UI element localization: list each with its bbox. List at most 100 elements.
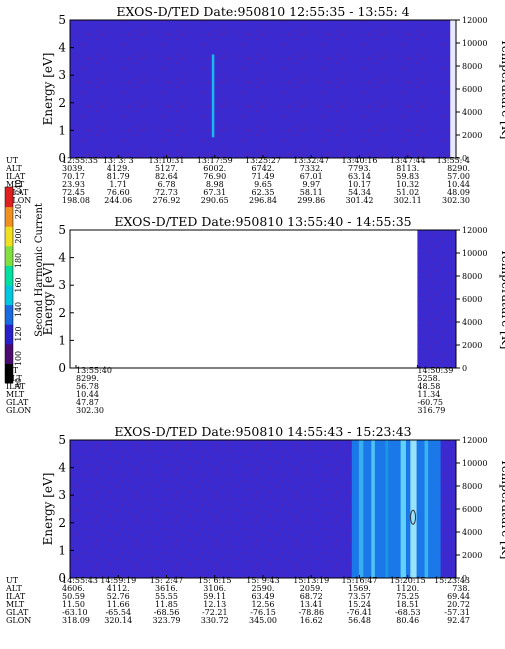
band-stripe (358, 440, 364, 578)
orbit-table-cell: 72.45 (62, 188, 85, 197)
orbit-table-cell: 73.57 (348, 592, 371, 601)
orbit-table-cell: 10.17 (348, 180, 371, 189)
y2-tick-label: 2000 (462, 341, 482, 350)
orbit-table-cell: 81.79 (107, 172, 130, 181)
orbit-table-cell: 296.84 (249, 196, 277, 205)
orbit-table-cell: 14:59:19 (100, 576, 136, 585)
y2-tick-label: 12000 (462, 436, 487, 445)
colorbar-tick-label: 180 (14, 253, 23, 268)
orbit-table-cell: -68.56 (154, 608, 180, 617)
spike-mark (211, 54, 215, 138)
orbit-table-cell: 8113. (396, 164, 419, 173)
y2-tick-label: 12000 (462, 16, 487, 25)
orbit-table-cell: 8.98 (206, 180, 224, 189)
colorbar-segment (5, 363, 13, 384)
band-stripe (400, 440, 406, 578)
orbit-table-cell: 56.48 (348, 616, 371, 625)
orbit-table-cell: 67.31 (203, 188, 226, 197)
y-tick-label: 4 (58, 41, 66, 55)
colorbar-segment (5, 245, 13, 266)
orbit-table-cell: 302.30 (442, 196, 470, 205)
orbit-table-cell: 51.02 (396, 188, 419, 197)
orbit-table-cell: 15:16:47 (342, 576, 378, 585)
panel-1: EXOS-D/TED Date:950810 12:55:35 - 13:55:… (5, 4, 505, 205)
orbit-table-cell: -72.21 (202, 608, 228, 617)
y2-tick-label: 8000 (462, 272, 482, 281)
orbit-table-cell: 76.90 (203, 172, 226, 181)
colorbar-label: Second Harmonic Current (34, 203, 45, 337)
orbit-row-label: GLON (6, 616, 31, 625)
y-tick-label: 1 (58, 543, 66, 557)
orbit-row-label: MLT (6, 390, 25, 399)
orbit-table-cell: 13:32:47 (293, 156, 329, 165)
orbit-table-cell: 15.24 (348, 600, 371, 609)
y2-tick-label: 12000 (462, 226, 487, 235)
orbit-table-cell: 738. (452, 584, 470, 593)
orbit-table-cell: 12.13 (203, 600, 226, 609)
orbit-table-cell: 11.66 (107, 600, 130, 609)
orbit-table-cell: 7793. (348, 164, 371, 173)
orbit-table-cell: 244.06 (104, 196, 132, 205)
orbit-table-cell: 15:23:43 (434, 576, 470, 585)
orbit-table-cell: 10.44 (76, 390, 99, 399)
edge-band (450, 20, 456, 158)
orbit-table-cell: -57.31 (444, 608, 470, 617)
orbit-table-cell: 302.11 (394, 196, 422, 205)
colorbar-segment (5, 285, 13, 306)
colorbar-segment (5, 324, 13, 345)
band-stripe (410, 440, 417, 578)
orbit-table-cell: 13.41 (300, 600, 323, 609)
y2-tick-label: 6000 (462, 295, 482, 304)
y-tick-label: 4 (58, 251, 66, 265)
orbit-row-label: GLAT (6, 188, 29, 197)
orbit-table-cell: 59.83 (396, 172, 419, 181)
band-stripe (385, 440, 389, 578)
y-tick-label: 2 (58, 96, 66, 110)
colorbar-segment (5, 187, 13, 208)
orbit-table-cell: 71.49 (252, 172, 275, 181)
orbit-table-cell: 8299. (76, 374, 99, 383)
orbit-table-cell: 72.73 (155, 188, 178, 197)
y2-tick-label: 0 (462, 154, 467, 163)
orbit-table-cell: -68.53 (395, 608, 421, 617)
orbit-table-cell: 9.97 (302, 180, 320, 189)
y-tick-label: 5 (58, 13, 66, 27)
orbit-row-label: GLON (6, 196, 31, 205)
orbit-table-cell: 69.44 (447, 592, 470, 601)
y-tick-label: 0 (58, 361, 66, 375)
y2-tick-label: 6000 (462, 505, 482, 514)
y-tick-label: 2 (58, 306, 66, 320)
orbit-table-cell: 70.17 (62, 172, 85, 181)
orbit-table-cell: 15: 2:47 (150, 576, 183, 585)
orbit-table-cell: 67.01 (300, 172, 323, 181)
orbit-table-cell: 75.25 (396, 592, 419, 601)
orbit-table-cell: 4129. (107, 164, 130, 173)
orbit-table-cell: 11.85 (155, 600, 178, 609)
colorbar-segment (5, 265, 13, 286)
panel-title: EXOS-D/TED Date:950810 14:55:43 - 15:23:… (114, 424, 411, 439)
orbit-table-cell: -78.86 (298, 608, 324, 617)
orbit-table-cell: 5258. (417, 374, 440, 383)
orbit-table-cell: 55.55 (155, 592, 178, 601)
orbit-table-cell: 76.60 (107, 188, 130, 197)
y-tick-label: 5 (58, 433, 66, 447)
orbit-row-label: ALT (5, 374, 22, 383)
orbit-table-cell: 320.14 (104, 616, 132, 625)
orbit-table-cell: 4112. (107, 584, 130, 593)
orbit-table-cell: 48.09 (447, 188, 470, 197)
colorbar-segment (5, 226, 13, 247)
orbit-table-cell: 301.42 (346, 196, 374, 205)
y-tick-label: 3 (58, 68, 66, 82)
orbit-table-cell: 13: 3: 3 (103, 156, 134, 165)
y-tick-label: 3 (58, 278, 66, 292)
orbit-table-cell: 4606. (62, 584, 85, 593)
orbit-table-cell: 12:55:35 (62, 156, 98, 165)
panel-2: EXOS-D/TED Date:950810 13:55:40 - 14:55:… (4, 179, 505, 415)
y2-tick-label: 0 (462, 574, 467, 583)
plot-background (70, 230, 456, 368)
y-tick-label: 5 (58, 223, 66, 237)
y-tick-label: 1 (58, 333, 66, 347)
orbit-table-cell: 345.00 (249, 616, 277, 625)
orbit-table-cell: 58.11 (300, 188, 323, 197)
